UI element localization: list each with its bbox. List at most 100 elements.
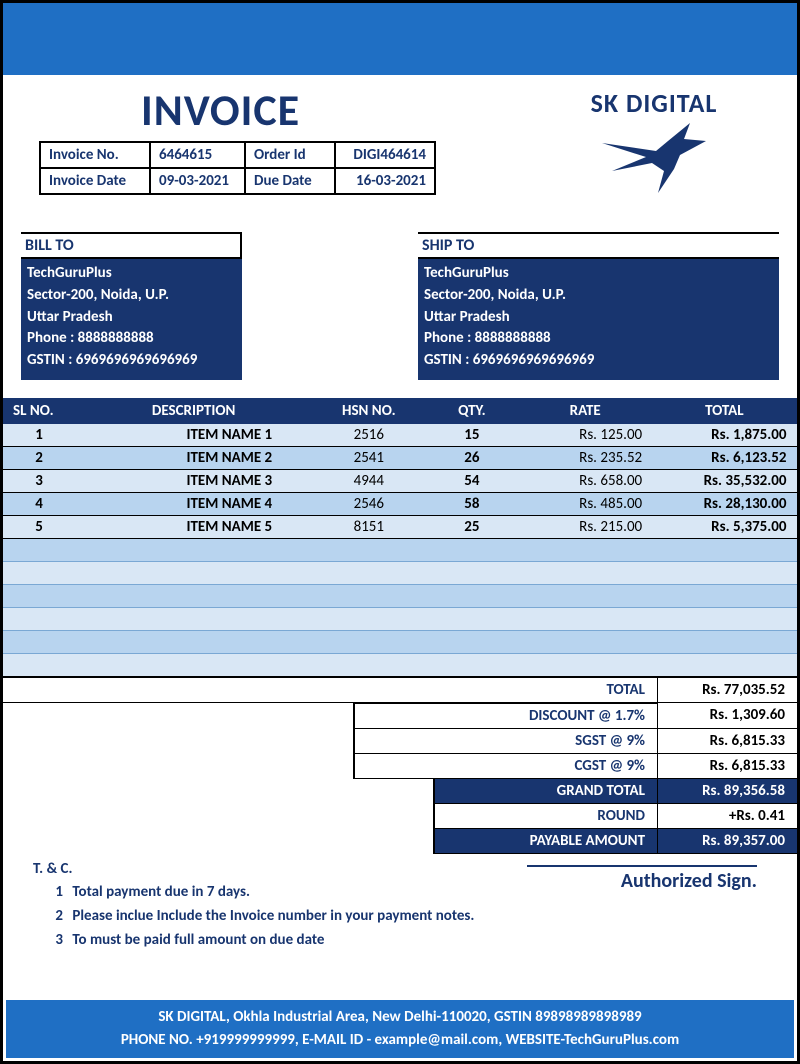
round-label: ROUND: [433, 804, 657, 829]
col-desc: DESCRIPTION: [75, 398, 312, 424]
terms-line: 2 Please inclue Include the Invoice numb…: [43, 904, 757, 928]
table-row-empty: [3, 538, 797, 561]
cell-qty: 15: [425, 424, 518, 447]
payable-label: PAYABLE AMOUNT: [433, 829, 657, 854]
cell-total: Rs. 28,130.00: [652, 492, 796, 515]
table-row: 1ITEM NAME 1251615Rs. 125.00Rs. 1,875.00: [3, 424, 797, 447]
cell-sl: 4: [3, 492, 75, 515]
bird-icon: [594, 119, 714, 199]
brand-name: SK DIGITAL: [529, 87, 779, 119]
sgst-label: SGST @ 9%: [353, 729, 657, 754]
table-row-empty: [3, 630, 797, 653]
cell-desc: ITEM NAME 1: [75, 424, 312, 447]
table-row-empty: [3, 584, 797, 607]
cell-hsn: 4944: [312, 469, 425, 492]
cell-rate: Rs. 215.00: [518, 515, 652, 538]
bill-to-name: TechGuruPlus: [27, 263, 236, 285]
invoice-date-label: Invoice Date: [40, 168, 150, 194]
discount-value: Rs. 1,309.60: [657, 703, 797, 729]
bill-to-phone: Phone : 8888888888: [27, 328, 236, 350]
items-table: SL NO. DESCRIPTION HSN NO. QTY. RATE TOT…: [3, 398, 797, 678]
col-qty: QTY.: [425, 398, 518, 424]
round-value: +Rs. 0.41: [657, 804, 797, 829]
cell-sl: 3: [3, 469, 75, 492]
cell-hsn: 2541: [312, 446, 425, 469]
grand-total-value: Rs. 89,356.58: [657, 779, 797, 804]
table-row: 5ITEM NAME 5815125Rs. 215.00Rs. 5,375.00: [3, 515, 797, 538]
table-row: 2ITEM NAME 2254126Rs. 235.52Rs. 6,123.52: [3, 446, 797, 469]
items-header-row: SL NO. DESCRIPTION HSN NO. QTY. RATE TOT…: [3, 398, 797, 424]
payable-value: Rs. 89,357.00: [657, 829, 797, 854]
signature-label: Authorized Sign.: [527, 867, 757, 893]
col-total: TOTAL: [652, 398, 796, 424]
due-date-value: 16-03-2021: [335, 168, 435, 194]
table-row-empty: [3, 561, 797, 584]
table-row-empty: [3, 653, 797, 677]
invoice-no-label: Invoice No.: [40, 142, 150, 168]
col-sl: SL NO.: [3, 398, 75, 424]
footer-band: SK DIGITAL, Okhla Industrial Area, New D…: [6, 1000, 794, 1058]
cell-hsn: 2516: [312, 424, 425, 447]
ship-to-name: TechGuruPlus: [424, 263, 773, 285]
cell-hsn: 8151: [312, 515, 425, 538]
ship-to-addr1: Sector-200, Noida, U.P.: [424, 285, 773, 307]
col-hsn: HSN NO.: [312, 398, 425, 424]
cgst-label: CGST @ 9%: [353, 754, 657, 779]
bill-to-block: BILL TO TechGuruPlus Sector-200, Noida, …: [3, 232, 400, 380]
invoice-title: INVOICE: [21, 83, 529, 141]
cell-total: Rs. 5,375.00: [652, 515, 796, 538]
cell-desc: ITEM NAME 3: [75, 469, 312, 492]
terms-line: 3 To must be paid full amount on due dat…: [43, 928, 757, 952]
cell-desc: ITEM NAME 4: [75, 492, 312, 515]
cell-desc: ITEM NAME 2: [75, 446, 312, 469]
footer-line2: PHONE NO. +919999999999, E-MAIL ID - exa…: [6, 1029, 794, 1052]
order-id-label: Order Id: [245, 142, 335, 168]
cell-qty: 26: [425, 446, 518, 469]
totals-block: TOTAL Rs. 77,035.52 DISCOUNT @ 1.7% Rs. …: [3, 678, 797, 854]
ship-to-block: SHIP TO TechGuruPlus Sector-200, Noida, …: [400, 232, 797, 380]
cell-total: Rs. 1,875.00: [652, 424, 796, 447]
ship-to-addr2: Uttar Pradesh: [424, 307, 773, 329]
ship-to-heading: SHIP TO: [418, 232, 779, 259]
invoice-date-value: 09-03-2021: [150, 168, 245, 194]
meta-table: Invoice No. 6464615 Order Id DIGI464614 …: [39, 141, 436, 195]
cell-rate: Rs. 125.00: [518, 424, 652, 447]
cell-total: Rs. 35,532.00: [652, 469, 796, 492]
table-row: 4ITEM NAME 4254658Rs. 485.00Rs. 28,130.0…: [3, 492, 797, 515]
bill-to-addr2: Uttar Pradesh: [27, 307, 236, 329]
address-row: BILL TO TechGuruPlus Sector-200, Noida, …: [3, 232, 797, 380]
cgst-value: Rs. 6,815.33: [657, 754, 797, 779]
cell-qty: 54: [425, 469, 518, 492]
cell-sl: 5: [3, 515, 75, 538]
cell-desc: ITEM NAME 5: [75, 515, 312, 538]
bill-to-gstin: GSTIN : 6969696969696969: [27, 350, 236, 372]
total-value: Rs. 77,035.52: [657, 678, 797, 703]
total-label: TOTAL: [3, 678, 657, 703]
cell-qty: 25: [425, 515, 518, 538]
ship-to-phone: Phone : 8888888888: [424, 328, 773, 350]
ship-to-gstin: GSTIN : 6969696969696969: [424, 350, 773, 372]
sgst-value: Rs. 6,815.33: [657, 729, 797, 754]
header: INVOICE Invoice No. 6464615 Order Id DIG…: [3, 75, 797, 204]
cell-qty: 58: [425, 492, 518, 515]
cell-rate: Rs. 658.00: [518, 469, 652, 492]
discount-label: DISCOUNT @ 1.7%: [353, 703, 657, 729]
bill-to-heading: BILL TO: [21, 232, 242, 259]
cell-sl: 2: [3, 446, 75, 469]
table-row: 3ITEM NAME 3494454Rs. 658.00Rs. 35,532.0…: [3, 469, 797, 492]
cell-hsn: 2546: [312, 492, 425, 515]
order-id-value: DIGI464614: [335, 142, 435, 168]
bill-to-addr1: Sector-200, Noida, U.P.: [27, 285, 236, 307]
col-rate: RATE: [518, 398, 652, 424]
due-date-label: Due Date: [245, 168, 335, 194]
invoice-no-value: 6464615: [150, 142, 245, 168]
cell-total: Rs. 6,123.52: [652, 446, 796, 469]
cell-sl: 1: [3, 424, 75, 447]
grand-total-label: GRAND TOTAL: [433, 779, 657, 804]
invoice-page: INVOICE Invoice No. 6464615 Order Id DIG…: [0, 0, 800, 1064]
top-band: [3, 3, 797, 75]
cell-rate: Rs. 235.52: [518, 446, 652, 469]
table-row-empty: [3, 607, 797, 630]
footer-line1: SK DIGITAL, Okhla Industrial Area, New D…: [6, 1006, 794, 1029]
signature-block: Authorized Sign.: [527, 865, 757, 893]
